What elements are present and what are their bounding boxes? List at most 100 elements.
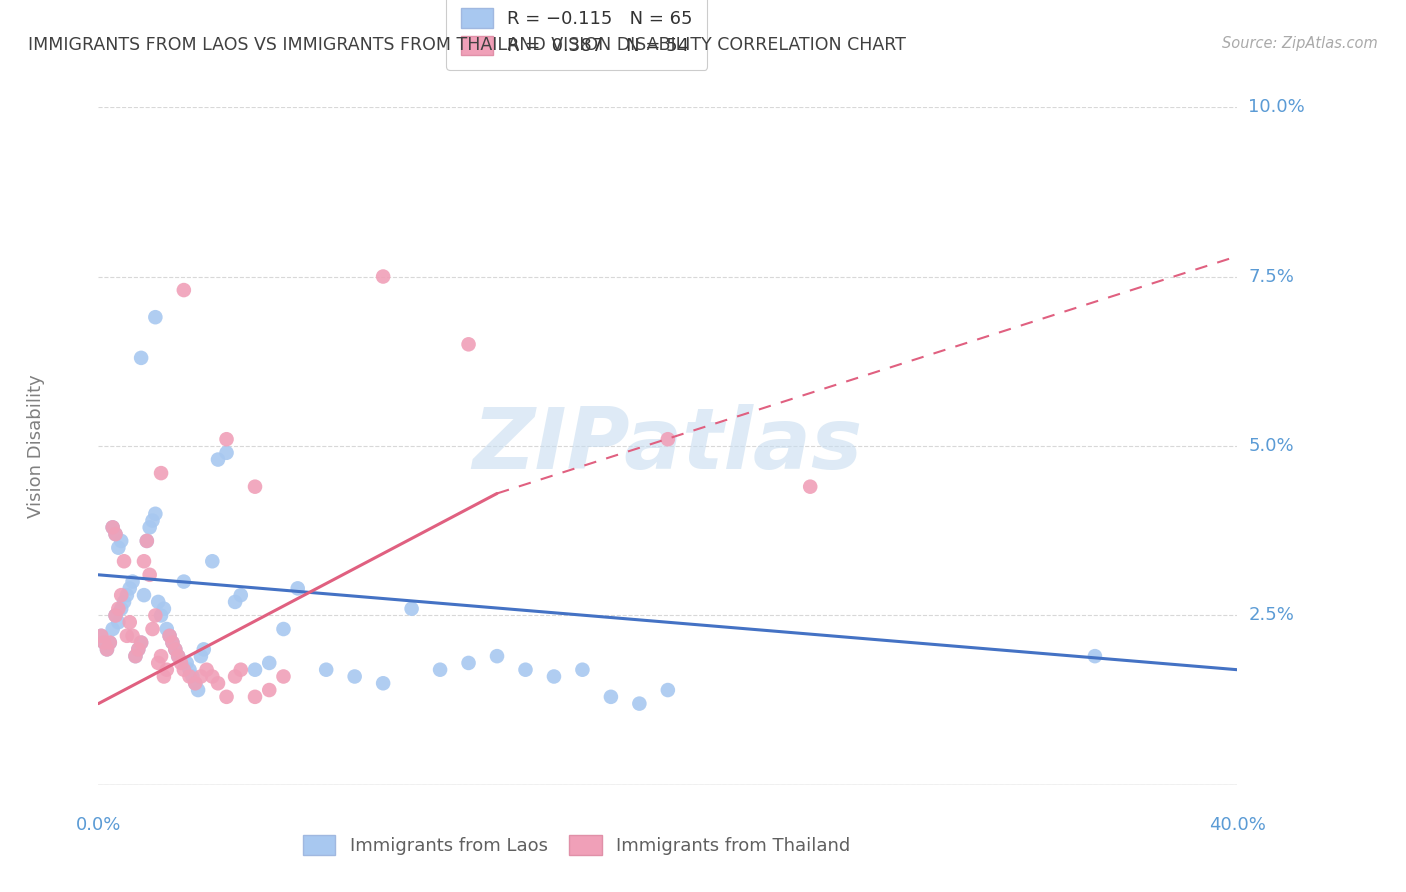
Point: [799, 480, 821, 494]
Point: [141, 514, 163, 528]
Point: [104, 527, 127, 541]
Point: [243, 663, 266, 677]
Point: [628, 697, 651, 711]
Point: [96, 642, 118, 657]
Text: 10.0%: 10.0%: [1249, 98, 1305, 116]
Point: [457, 656, 479, 670]
Point: [129, 351, 152, 365]
Point: [112, 595, 135, 609]
Point: [132, 554, 155, 568]
Point: [156, 663, 179, 677]
Point: [93, 635, 115, 649]
Point: [201, 554, 224, 568]
Point: [207, 452, 229, 467]
Point: [657, 683, 679, 698]
Point: [401, 601, 423, 615]
Text: 40.0%: 40.0%: [1209, 815, 1265, 833]
Point: [173, 663, 195, 677]
Point: [215, 446, 238, 460]
Point: [159, 629, 181, 643]
Point: [101, 520, 124, 534]
Point: [156, 622, 179, 636]
Point: [229, 663, 252, 677]
Point: [107, 541, 129, 555]
Point: [153, 669, 176, 683]
Point: [121, 629, 143, 643]
Point: [224, 669, 246, 683]
Point: [129, 635, 152, 649]
Point: [207, 676, 229, 690]
Point: [229, 588, 252, 602]
Point: [201, 669, 224, 683]
Point: [165, 642, 187, 657]
Point: [179, 663, 201, 677]
Text: 0.0%: 0.0%: [76, 815, 121, 833]
Point: [138, 567, 160, 582]
Point: [657, 432, 679, 446]
Point: [112, 554, 135, 568]
Text: 2.5%: 2.5%: [1249, 607, 1295, 624]
Point: [187, 683, 209, 698]
Point: [273, 669, 295, 683]
Point: [190, 669, 212, 683]
Point: [93, 635, 115, 649]
Point: [167, 649, 190, 664]
Text: 5.0%: 5.0%: [1249, 437, 1294, 455]
Text: IMMIGRANTS FROM LAOS VS IMMIGRANTS FROM THAILAND VISION DISABILITY CORRELATION C: IMMIGRANTS FROM LAOS VS IMMIGRANTS FROM …: [28, 36, 905, 54]
Point: [141, 622, 163, 636]
Point: [129, 635, 152, 649]
Point: [429, 663, 451, 677]
Point: [150, 608, 173, 623]
Point: [115, 629, 138, 643]
Point: [165, 642, 187, 657]
Point: [145, 310, 167, 325]
Point: [184, 676, 207, 690]
Point: [148, 595, 170, 609]
Point: [343, 669, 366, 683]
Point: [167, 649, 190, 664]
Point: [153, 601, 176, 615]
Point: [243, 480, 266, 494]
Point: [373, 269, 395, 284]
Point: [486, 649, 509, 664]
Point: [104, 608, 127, 623]
Point: [145, 507, 167, 521]
Point: [98, 635, 121, 649]
Text: Vision Disability: Vision Disability: [27, 374, 45, 518]
Point: [145, 608, 167, 623]
Point: [107, 601, 129, 615]
Point: [96, 642, 118, 657]
Point: [121, 574, 143, 589]
Point: [259, 683, 281, 698]
Point: [315, 663, 337, 677]
Point: [150, 649, 173, 664]
Point: [215, 432, 238, 446]
Text: ZIPatlas: ZIPatlas: [472, 404, 863, 488]
Point: [110, 588, 132, 602]
Point: [127, 642, 149, 657]
Point: [287, 582, 309, 596]
Point: [195, 663, 218, 677]
Point: [127, 642, 149, 657]
Point: [179, 669, 201, 683]
Point: [150, 466, 173, 480]
Text: Source: ZipAtlas.com: Source: ZipAtlas.com: [1222, 36, 1378, 51]
Point: [215, 690, 238, 704]
Point: [273, 622, 295, 636]
Point: [170, 656, 193, 670]
Point: [107, 615, 129, 630]
Point: [159, 629, 181, 643]
Point: [90, 629, 112, 643]
Point: [184, 676, 207, 690]
Point: [98, 635, 121, 649]
Point: [259, 656, 281, 670]
Point: [135, 533, 157, 548]
Point: [118, 615, 141, 630]
Point: [110, 601, 132, 615]
Point: [373, 676, 395, 690]
Point: [243, 690, 266, 704]
Point: [148, 656, 170, 670]
Point: [600, 690, 623, 704]
Point: [543, 669, 565, 683]
Point: [162, 635, 184, 649]
